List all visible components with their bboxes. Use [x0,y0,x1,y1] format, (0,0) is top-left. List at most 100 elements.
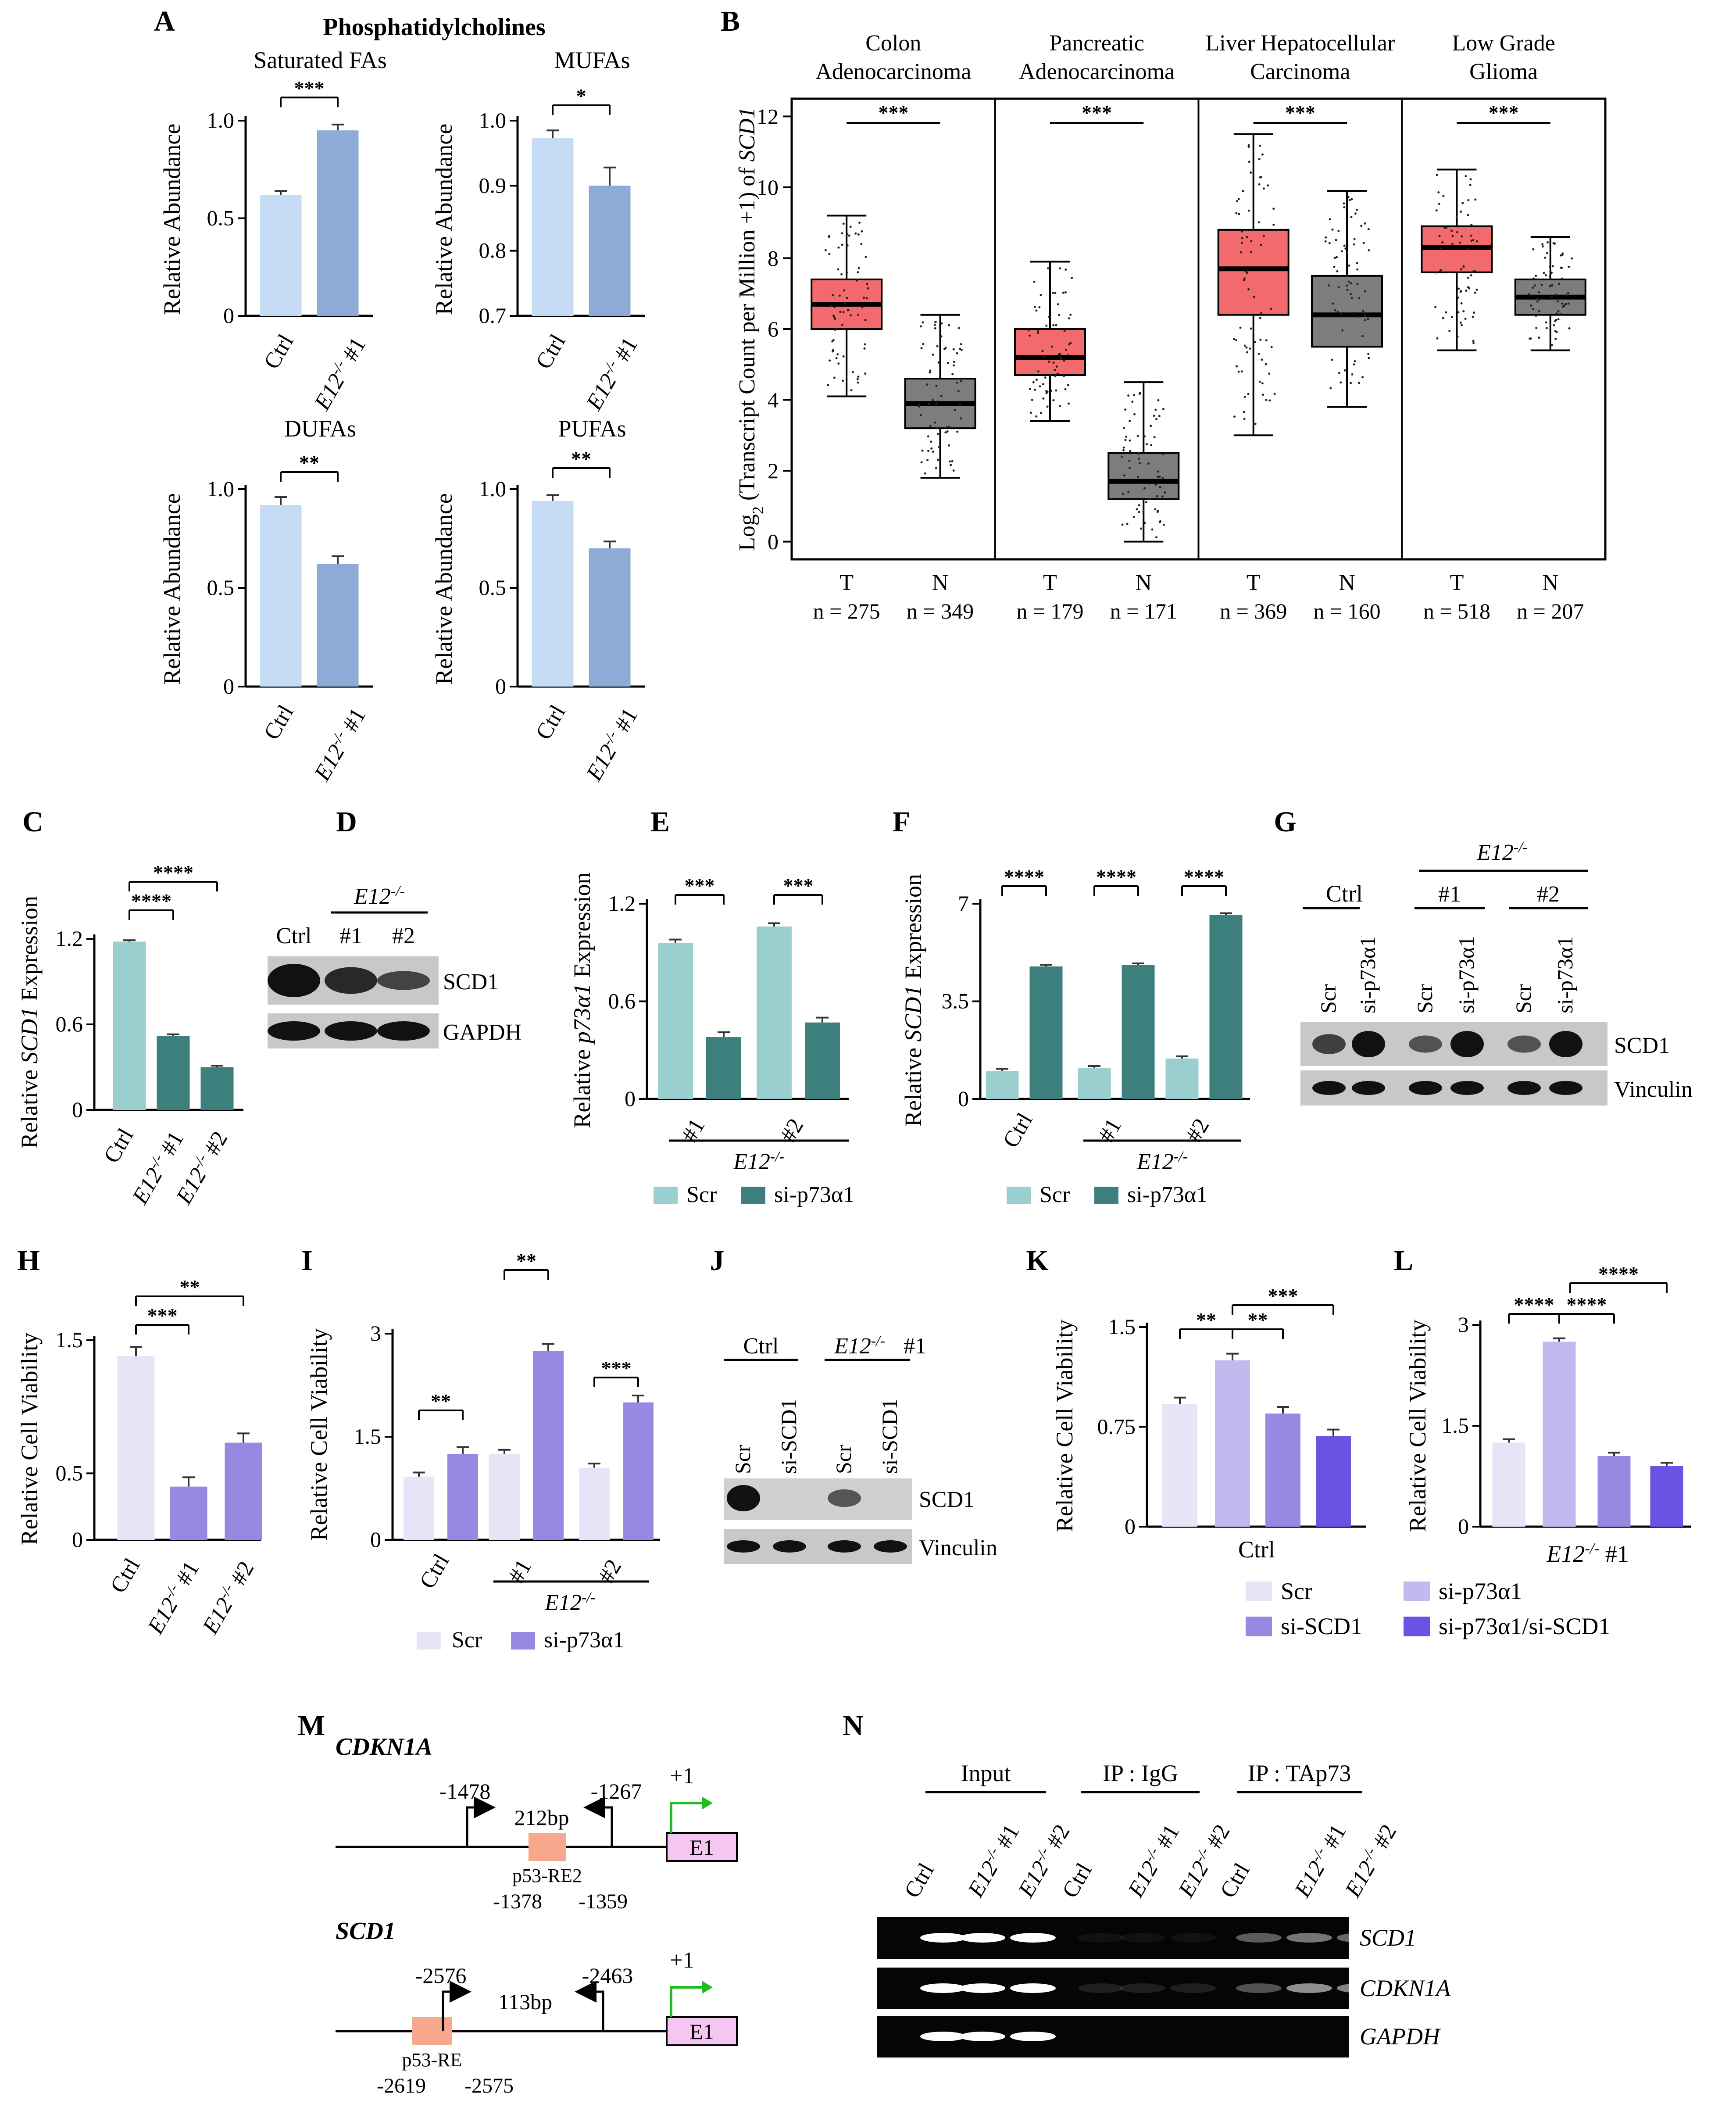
panel-b-n-label: n = 518 [1423,599,1490,623]
panel-b-point [1343,202,1345,205]
panel-i-ytick-label: 0 [370,1527,381,1552]
panel-b-point [1262,235,1265,237]
panel-b-point [1541,243,1544,246]
panel-b-point [1356,268,1359,271]
panel-j-e12: E12-/- [834,1333,885,1359]
panel-b-point [1473,311,1475,314]
panel-b-point [857,271,859,274]
legend-kl-swatch [1404,1582,1430,1601]
panel-b-box [1311,275,1383,348]
panel-b-point [928,403,930,405]
panel-b-point [1164,491,1166,494]
panel-b-point [1068,317,1070,320]
panel-b-ytick-label: 2 [768,458,779,483]
panel-b-point [960,380,962,383]
panel-d: E12-/- Ctrl #1 #2 SCD1 GAPDH [268,883,522,1048]
panel-b-point [1354,212,1357,215]
panel-b-point [1138,511,1140,513]
panel-b-point [946,430,949,433]
panel-a-title: Phosphatidylcholines [323,14,545,41]
panel-b-point [861,306,864,308]
panel-b-point [1247,146,1250,148]
panel-b-point [860,243,863,245]
panel-n-band [1078,1933,1124,1943]
panel-a-xtick: Ctrl [259,330,299,373]
panel-b-point [1055,324,1057,326]
panel-b-point [1041,350,1044,352]
panel-b-point [1236,365,1238,368]
panel-b-point [1350,282,1352,285]
panel-b-point [1064,388,1067,390]
panel-b-point [1050,390,1052,392]
panel-b-point [1557,310,1560,312]
panel-b-point [1248,161,1250,163]
panel-letter-E: E [650,806,670,838]
panel-n-band [960,1933,1005,1943]
panel-m-primer-forward [442,1981,472,2031]
panel-b-point [951,460,954,462]
panel-b-point [1043,355,1046,358]
panel-b-point [1440,247,1442,250]
panel-i-group-label: E12-/- [544,1589,596,1616]
panel-c-ytick-label: 1.2 [56,926,83,951]
panel-m-exon-box [666,2016,738,2046]
panel-m-re-box [529,1833,566,1861]
panel-b-point [1561,267,1563,269]
panel-b-point [1235,339,1238,342]
panel-k-sig-label: ** [1248,1309,1268,1331]
panel-b-point [1128,459,1131,462]
panel-b-point [1350,382,1352,384]
panel-b-point [1328,242,1331,244]
panel-b-point [1068,343,1071,346]
panel-b-box [1014,328,1086,376]
panel-k-ytick-label: 0 [1125,1514,1136,1539]
panel-b-point [1067,354,1069,356]
panel-a-ytick-label: 0.9 [479,173,507,197]
panel-b-point [1039,294,1042,297]
panel-b-point [846,272,848,274]
panel-b-point [935,402,938,405]
panel-b-n-label: n = 171 [1110,599,1177,623]
panel-f-bar-scr [1165,1058,1199,1099]
panel-d-gapdh-label: GAPDH [443,1020,522,1045]
panel-h-xtick: E12-/- #1 [142,1557,204,1639]
panel-b-point [1060,358,1062,361]
panel-b-point [1046,405,1049,408]
panel-b-point [1440,269,1442,272]
panel-b-point [1258,158,1261,161]
panel-b-point [1158,521,1161,523]
panel-b-point [1259,144,1261,147]
panel-n-lane-label: Ctrl [1215,1859,1255,1902]
panel-n-band [1170,1983,1216,1993]
panel-f-bar-scr [1078,1068,1111,1099]
panel-n-band [920,1983,966,1993]
panel-e-legend-scr-swatch [654,1187,678,1204]
panel-b-point [1462,265,1465,268]
panel-b-point [1436,337,1439,340]
panel-b-point [1541,245,1544,248]
panel-f-legend-si: si-p73α1 [1127,1182,1207,1207]
panel-b-point [1243,344,1246,347]
panel-b-point [1039,411,1042,414]
panel-n-band [1078,1983,1124,1993]
panel-b-point [1467,214,1469,216]
panel-g-band [1352,1031,1385,1057]
panel-b-point [1037,370,1039,373]
panel-g-band [1409,1035,1442,1053]
panel-a-ytick-label: 0.7 [479,303,507,328]
panel-b-point [1259,317,1261,319]
panel-b-point [862,297,865,299]
panel-b-point [1129,450,1132,452]
panel-b-point [837,362,840,365]
panel-b-point [950,464,952,466]
panel-a-xtick: E12-/- #1 [308,333,371,415]
panel-b-point [944,347,947,349]
panel-b-n-label: n = 369 [1220,599,1287,623]
panel-b-point [927,450,930,452]
panel-l-bar [1492,1442,1525,1527]
panel-b-point [1561,305,1564,308]
panel-b-point [957,390,960,393]
panel-c-ylabel: Relative SCD1 Expression [16,896,43,1149]
panel-b-point [1029,411,1032,414]
legend-kl-label: Scr [1281,1578,1312,1604]
